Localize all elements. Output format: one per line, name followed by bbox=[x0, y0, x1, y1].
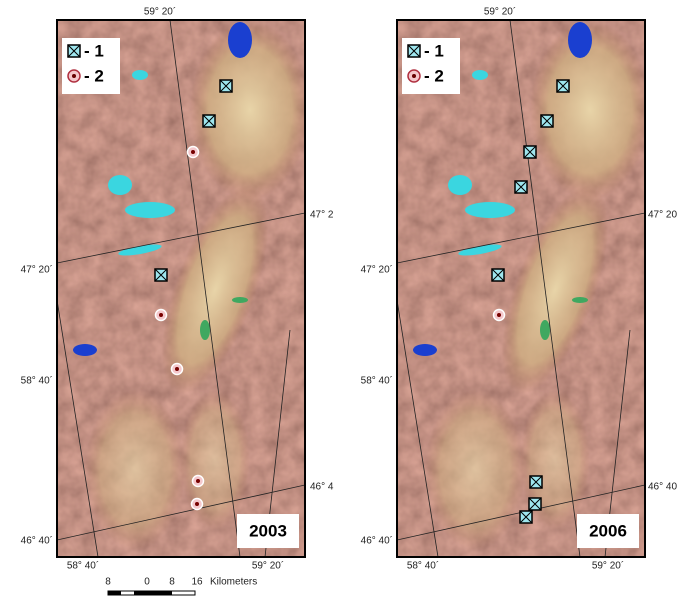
legend-label: - 2 bbox=[84, 66, 104, 85]
satellite-map bbox=[57, 20, 310, 557]
panel-2003: - 1 - 2 2003 59° 20´ 47° 2 46° 4 47° 20´… bbox=[21, 6, 334, 572]
coord-label: 58° 40´ bbox=[361, 375, 393, 387]
scale-bar: 8 0 8 16 Kilometers bbox=[105, 577, 257, 595]
coord-label: 59° 20´ bbox=[592, 560, 624, 572]
panel-2006: - 1 - 2 2006 59° 20´ 47° 20 46° 40 47° 2… bbox=[361, 6, 678, 572]
scale-tick-label: 8 bbox=[105, 577, 111, 588]
coord-label: 58° 40´ bbox=[67, 560, 99, 572]
satellite-map bbox=[397, 20, 650, 557]
year-label: 2006 bbox=[589, 521, 627, 540]
coord-label: 59° 20´ bbox=[144, 6, 176, 18]
coord-label: 47° 2 bbox=[310, 210, 334, 221]
scale-unit: Kilometers bbox=[210, 577, 257, 588]
coord-label: 47° 20´ bbox=[21, 264, 53, 276]
coord-label: 59° 20´ bbox=[484, 6, 516, 18]
scale-tick-label: 16 bbox=[191, 577, 203, 588]
coord-label: 46° 40´ bbox=[21, 535, 53, 547]
year-label: 2003 bbox=[249, 521, 287, 540]
coord-label: 58° 40´ bbox=[21, 375, 53, 387]
legend-label: - 2 bbox=[424, 66, 444, 85]
legend-label: - 1 bbox=[84, 41, 104, 60]
coord-label: 47° 20 bbox=[648, 210, 677, 221]
figure: - 1 - 2 2003 59° 20´ 47° 2 46° 4 47° 20´… bbox=[0, 0, 681, 599]
scale-tick-label: 8 bbox=[169, 577, 175, 588]
coord-label: 59° 20´ bbox=[252, 560, 284, 572]
scale-tick-label: 0 bbox=[144, 577, 150, 588]
coord-label: 46° 40´ bbox=[361, 535, 393, 547]
coord-label: 46° 40 bbox=[648, 482, 677, 493]
coord-label: 46° 4 bbox=[310, 482, 334, 493]
coord-label: 47° 20´ bbox=[361, 264, 393, 276]
coord-label: 58° 40´ bbox=[407, 560, 439, 572]
legend-label: - 1 bbox=[424, 41, 444, 60]
page: {"panels": [ {"year": "2003", "top_label… bbox=[0, 0, 681, 604]
